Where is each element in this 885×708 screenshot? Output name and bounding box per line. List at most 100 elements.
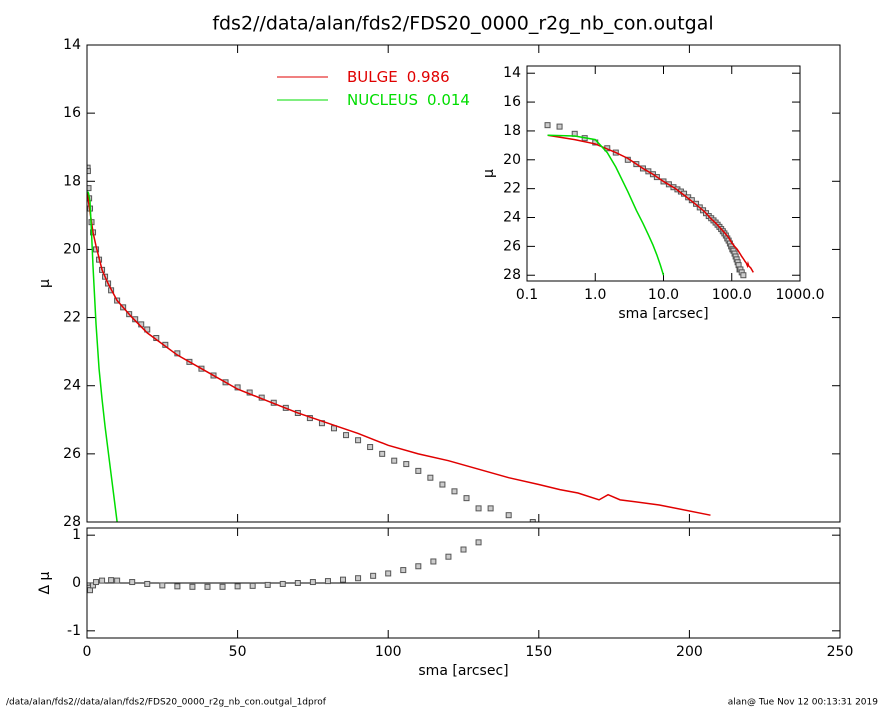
- y-tick-label: 26: [63, 446, 81, 462]
- y-tick-label: 16: [63, 105, 81, 121]
- legend-label: BULGE 0.986: [347, 68, 450, 86]
- y-tick-label: 20: [63, 241, 81, 257]
- data-point: [93, 579, 100, 586]
- y-tick-label: 22: [503, 181, 521, 197]
- x-tick-label: 1.0: [584, 287, 606, 303]
- data-line: [87, 191, 711, 516]
- data-point: [144, 580, 151, 587]
- data-point: [132, 316, 139, 323]
- y-tick-label: 14: [503, 65, 521, 81]
- x-tick-label: 0: [83, 644, 92, 660]
- data-point: [309, 579, 316, 586]
- data-point: [108, 577, 115, 584]
- data-point: [556, 123, 563, 130]
- x-tick-label: 10.0: [648, 287, 679, 303]
- y-tick-label: 18: [63, 173, 81, 189]
- y-tick-label: 16: [503, 94, 521, 110]
- y-axis-label: Δ μ: [37, 571, 53, 594]
- data-point: [355, 575, 362, 582]
- x-axis-label: sma [arcsec]: [618, 306, 708, 322]
- data-point: [391, 457, 398, 464]
- data-point: [114, 577, 121, 584]
- y-axis-label: μ: [481, 169, 497, 178]
- data-point: [439, 481, 446, 488]
- data-point: [445, 553, 452, 560]
- data-point: [740, 272, 747, 279]
- legend-fraction: 0.014: [427, 91, 470, 109]
- y-tick-label: 26: [503, 238, 521, 254]
- legend-name: NUCLEUS: [347, 91, 418, 109]
- y-tick-label: 24: [63, 378, 81, 394]
- x-tick-label: 100: [375, 644, 402, 660]
- data-point: [87, 185, 92, 192]
- frame: [526, 65, 801, 282]
- data-point: [249, 582, 256, 589]
- data-layer: [544, 122, 754, 279]
- data-point: [99, 577, 106, 584]
- data-point: [385, 570, 392, 577]
- x-tick-label: 1000.0: [776, 287, 825, 303]
- data-line: [87, 191, 118, 522]
- data-point: [415, 467, 422, 474]
- data-point: [234, 583, 241, 590]
- data-point: [204, 583, 211, 590]
- data-layer: [87, 539, 482, 594]
- footer-right: alan@ Tue Nov 12 00:13:31 2019: [728, 698, 879, 708]
- plot-area: [527, 66, 800, 281]
- data-point: [475, 539, 482, 546]
- data-point: [487, 505, 494, 512]
- y-tick-label: 0: [72, 575, 81, 591]
- data-point: [463, 495, 470, 502]
- y-tick-label: 28: [63, 514, 81, 530]
- data-point: [370, 572, 377, 579]
- x-axis-label: sma [arcsec]: [418, 663, 508, 679]
- x-tick-label: 0.1: [516, 287, 538, 303]
- data-line: [547, 134, 754, 273]
- legend-name: BULGE: [347, 68, 398, 86]
- y-tick-label: 22: [63, 310, 81, 326]
- data-point: [529, 519, 536, 522]
- data-point: [415, 563, 422, 570]
- data-point: [340, 576, 347, 583]
- data-point: [400, 567, 407, 574]
- chart-title: fds2//data/alan/fds2/FDS20_0000_r2g_nb_c…: [212, 13, 713, 35]
- y-tick-label: 14: [63, 37, 81, 53]
- data-point: [87, 587, 94, 594]
- y-axis-label: μ: [37, 279, 53, 288]
- x-tick-label: 50: [229, 644, 247, 660]
- panel: 14 16 18 20 22 24 26 28 0.1 1.0 10.0 100.0 1000.0 sma…: [481, 65, 825, 322]
- y-tick-label: 28: [503, 267, 521, 283]
- data-point: [90, 582, 97, 589]
- y-tick-label: 1: [72, 527, 81, 543]
- data-point: [505, 512, 512, 519]
- y-tick-label: 24: [503, 210, 521, 226]
- data-point: [451, 488, 458, 495]
- data-point: [129, 579, 136, 586]
- data-point: [475, 505, 482, 512]
- data-point: [367, 444, 374, 451]
- data-point: [219, 583, 226, 590]
- y-tick-label: 20: [503, 152, 521, 168]
- data-point: [544, 122, 551, 129]
- data-point: [87, 168, 91, 175]
- frame: [86, 527, 841, 639]
- data-point: [264, 581, 271, 588]
- y-tick-label: -1: [67, 623, 81, 639]
- data-point: [355, 437, 362, 444]
- data-point: [294, 580, 301, 586]
- data-layer: [87, 164, 711, 522]
- data-point: [174, 583, 181, 590]
- data-point: [427, 474, 434, 481]
- data-point: [430, 558, 437, 565]
- x-tick-label: 150: [525, 644, 552, 660]
- data-point: [460, 546, 467, 553]
- x-tick-label: 100.0: [712, 287, 752, 303]
- y-tick-label: 18: [503, 123, 521, 139]
- data-point: [279, 580, 286, 587]
- data-point: [343, 432, 350, 439]
- data-line: [547, 134, 665, 276]
- frame: [86, 44, 841, 523]
- data-point: [379, 450, 386, 457]
